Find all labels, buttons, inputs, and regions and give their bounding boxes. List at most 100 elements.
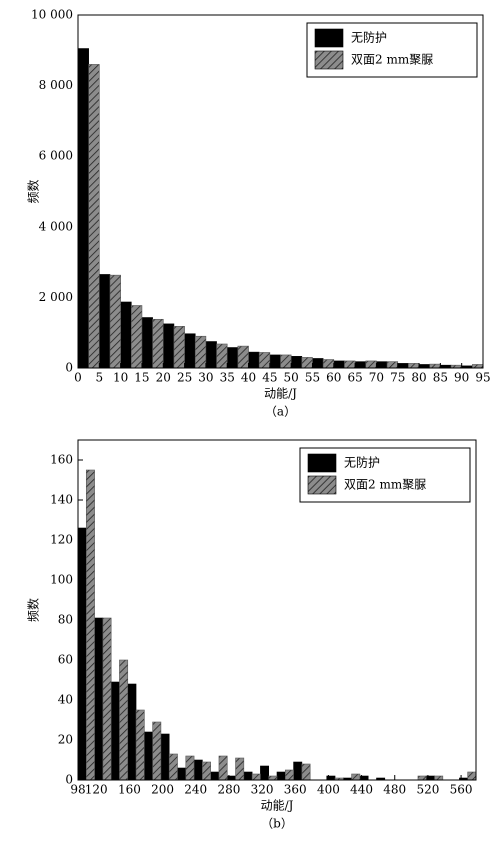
legend-box <box>306 22 478 78</box>
bar <box>429 363 441 369</box>
x-tick-label: 90 <box>454 371 469 385</box>
bar <box>77 48 89 369</box>
legend-box <box>299 447 471 503</box>
bar <box>226 347 239 369</box>
bar <box>99 274 111 369</box>
x-tick-label: 95 <box>475 371 490 385</box>
x-axis-label: 动能/J <box>264 387 297 401</box>
y-tick-label: 160 <box>50 453 73 467</box>
y-tick-label: 6 000 <box>39 149 73 163</box>
x-tick-label: 55 <box>305 371 320 385</box>
bar <box>276 771 286 781</box>
x-tick-label: 98 <box>70 783 85 797</box>
bar <box>94 617 104 781</box>
x-tick-label: 560 <box>450 783 473 797</box>
legend-label: 双面2 mm聚脲 <box>351 53 433 67</box>
bar <box>85 469 95 781</box>
y-tick-label: 140 <box>50 493 73 507</box>
bar <box>218 755 228 781</box>
bar <box>177 767 187 781</box>
bar <box>376 361 388 369</box>
x-tick-label: 30 <box>198 371 213 385</box>
y-tick-label: 8 000 <box>39 78 73 92</box>
legend-swatch <box>307 475 337 495</box>
x-tick-label: 50 <box>284 371 299 385</box>
bar <box>301 763 311 781</box>
x-tick-label: 360 <box>284 783 307 797</box>
legend-label: 双面2 mm聚脲 <box>344 478 426 492</box>
x-tick-label: 200 <box>151 783 174 797</box>
bar <box>284 769 294 781</box>
x-tick-label: 65 <box>347 371 362 385</box>
y-tick-label: 60 <box>58 653 73 667</box>
x-tick-label: 45 <box>262 371 277 385</box>
y-tick-label: 80 <box>58 613 73 627</box>
bar <box>141 317 153 369</box>
bar <box>251 773 261 781</box>
bar <box>280 354 292 369</box>
bar <box>130 305 143 369</box>
bar <box>333 360 345 369</box>
bar <box>312 358 324 369</box>
y-tick-label: 120 <box>50 533 73 547</box>
bar <box>194 335 207 369</box>
x-tick-label: 10 <box>113 371 128 385</box>
bar <box>397 363 409 369</box>
bar <box>77 527 87 781</box>
x-tick-label: 70 <box>369 371 384 385</box>
x-tick-label: 60 <box>326 371 341 385</box>
y-tick-label: 0 <box>65 773 73 787</box>
bar <box>354 361 367 369</box>
bar <box>119 659 129 781</box>
legend-label: 无防护 <box>344 455 380 470</box>
x-tick-label: 440 <box>350 783 373 797</box>
bar <box>467 771 477 781</box>
caption: （b） <box>261 817 293 831</box>
y-tick-label: 4 000 <box>39 219 73 233</box>
bar <box>152 318 164 369</box>
bar <box>210 771 220 781</box>
bar <box>173 326 185 369</box>
y-tick-label: 10 000 <box>31 8 73 22</box>
y-tick-label: 40 <box>58 693 73 707</box>
bar <box>243 771 253 781</box>
x-tick-label: 85 <box>433 371 448 385</box>
bar <box>237 345 249 369</box>
x-tick-label: 35 <box>220 371 235 385</box>
x-tick-label: 520 <box>416 783 439 797</box>
y-tick-label: 100 <box>50 573 73 587</box>
bar <box>162 323 175 369</box>
bar <box>168 753 178 781</box>
legend-swatch <box>307 453 337 473</box>
bar <box>322 359 335 369</box>
x-tick-label: 25 <box>177 371 192 385</box>
y-tick-label: 20 <box>58 733 73 747</box>
bar <box>386 361 399 369</box>
bar <box>258 352 271 369</box>
bar <box>268 775 278 781</box>
bar <box>269 354 281 369</box>
bar <box>301 357 313 369</box>
bar <box>185 755 195 781</box>
bar <box>88 64 100 369</box>
bar <box>434 775 444 781</box>
bar <box>351 773 361 781</box>
y-axis-label: 频数 <box>26 179 41 203</box>
x-tick-label: 5 <box>95 371 103 385</box>
bar <box>235 757 245 781</box>
bar <box>417 775 427 781</box>
x-tick-label: 40 <box>241 371 256 385</box>
x-tick-label: 80 <box>411 371 426 385</box>
caption: （a） <box>265 405 296 419</box>
legend-swatch <box>314 28 344 48</box>
y-tick-label: 2 000 <box>39 290 73 304</box>
bar <box>205 341 217 369</box>
x-tick-label: 75 <box>390 371 405 385</box>
bar <box>472 364 484 369</box>
x-tick-label: 400 <box>317 783 340 797</box>
bar <box>152 721 162 781</box>
plot-frame <box>77 439 477 781</box>
bar <box>365 360 377 369</box>
x-tick-label: 0 <box>74 371 82 385</box>
